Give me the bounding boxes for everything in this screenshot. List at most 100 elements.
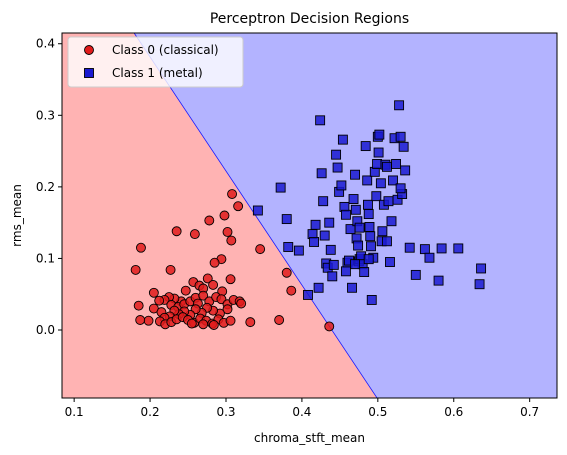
data-point-class1 [336,180,347,191]
data-point-class1 [474,279,485,290]
data-point-class1 [360,141,371,152]
data-point-class0 [136,242,146,253]
data-point-class1 [325,244,336,255]
legend-marker-class1 [84,68,94,78]
data-point-class1 [328,259,339,270]
data-point-class1 [371,191,382,202]
data-point-class1 [363,254,374,265]
data-point-class0 [198,290,209,301]
data-point-class1 [366,241,376,252]
data-point-class1 [337,134,348,145]
legend-label-class1: Class 1 (metal) [112,66,203,80]
data-point-class0 [324,321,335,332]
data-point-class1 [363,199,373,210]
data-point-class0 [171,226,182,237]
y-axis-label: rms_mean [10,184,24,247]
y-tick-label: 0.0 [36,323,55,337]
data-point-class1 [316,168,327,179]
data-point-class0 [245,317,256,328]
data-point-class0 [148,287,159,298]
series-class1 [252,100,487,305]
data-point-class1 [383,196,394,207]
data-point-class0 [165,264,176,275]
data-point-class0 [222,227,233,237]
data-point-class0 [180,285,191,296]
data-point-class1 [364,222,375,232]
data-point-class1 [293,245,304,256]
x-tick-label: 0.7 [520,405,539,419]
y-tick-label: 0.4 [36,37,55,51]
data-point-class1 [283,242,294,252]
data-point-class1 [476,263,487,274]
x-tick-label: 0.6 [444,405,463,419]
data-point-class0 [236,298,247,309]
plot-area [62,33,557,398]
data-point-class0 [198,319,209,330]
data-point-class0 [286,285,297,296]
data-point-class1 [252,205,263,216]
data-point-class1 [453,243,464,254]
data-point-class0 [233,201,244,212]
data-point-class0 [202,273,213,284]
plot-frame [61,32,558,399]
data-point-class1 [386,216,397,227]
data-point-class0 [219,210,230,221]
data-point-class0 [186,318,197,329]
data-point-class1 [332,162,343,173]
data-point-class1 [363,209,374,220]
data-point-class1 [324,217,335,228]
data-point-class0 [130,264,141,275]
data-point-class1 [354,222,365,233]
data-point-class1 [400,165,411,176]
data-point-class1 [310,219,321,230]
data-point-class1 [350,204,361,215]
data-point-class0 [154,295,165,306]
legend-box [67,36,244,88]
data-point-class0 [227,189,238,199]
data-point-class1 [385,257,395,267]
x-tick-label: 0.2 [141,405,160,419]
data-point-class1 [315,115,326,126]
data-point-class1 [373,147,384,158]
data-point-class1 [424,252,435,263]
series-layer [130,100,487,332]
data-point-class1 [410,269,421,280]
x-axis: 0.1 0.2 0.3 0.4 0.5 0.6 0.7 [65,398,539,419]
data-point-class1 [381,236,392,247]
data-point-class1 [372,159,383,169]
data-point-class1 [366,295,377,305]
data-point-class0 [209,257,220,268]
data-point-class0 [225,274,236,285]
data-point-class0 [226,235,237,246]
data-point-class1 [362,175,373,186]
data-point-class1 [353,240,364,251]
data-point-class1 [347,282,357,293]
data-point-class1 [398,141,409,152]
x-tick-label: 0.5 [368,405,387,419]
data-point-class1 [318,196,329,207]
data-point-class1 [309,237,320,247]
data-point-class1 [340,266,351,277]
data-point-class1 [404,242,415,253]
data-point-class1 [395,183,406,194]
y-tick-label: 0.3 [36,108,55,122]
x-tick-label: 0.4 [292,405,311,419]
data-point-class1 [359,267,370,277]
legend-label-class0: Class 0 (classical) [112,43,219,57]
data-point-class0 [208,320,219,330]
data-point-class0 [222,304,233,315]
data-point-class1 [419,244,430,255]
data-point-class1 [303,289,313,300]
data-point-class0 [143,315,154,326]
data-point-class0 [189,229,200,240]
chart-title: Perceptron Decision Regions [210,11,409,27]
data-point-class1 [391,159,401,169]
data-point-class0 [225,315,236,326]
data-point-class1 [313,282,324,293]
data-point-class1 [374,129,385,140]
data-point-class0 [281,267,292,278]
data-point-class1 [327,271,338,282]
data-point-class1 [377,226,388,237]
data-point-class0 [208,279,219,290]
